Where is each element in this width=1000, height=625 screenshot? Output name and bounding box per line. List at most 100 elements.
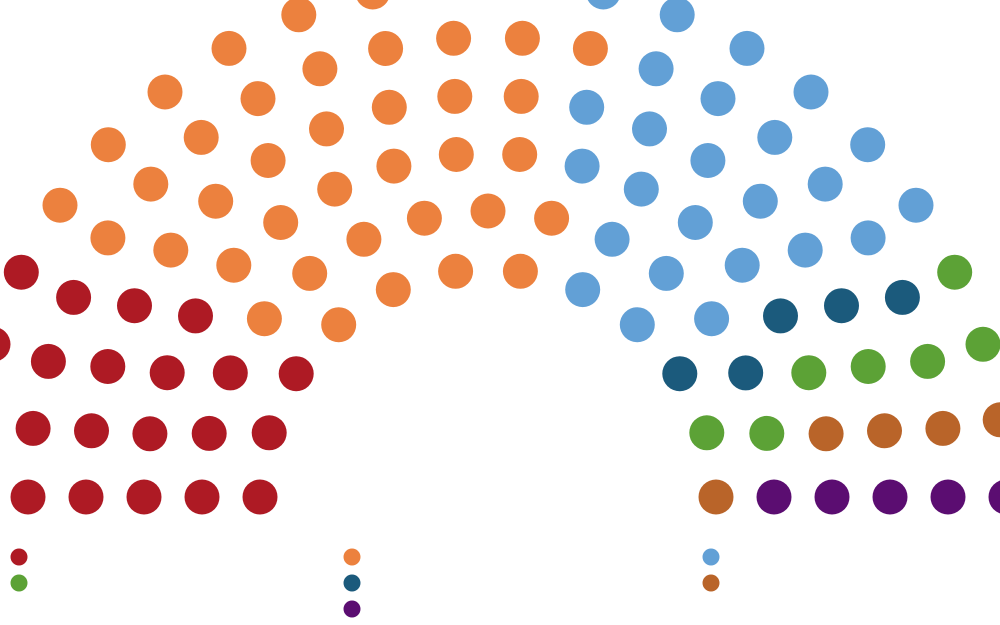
seat-party-1 xyxy=(3,254,39,290)
seat-party-2 xyxy=(502,253,538,289)
seat-party-2 xyxy=(436,20,472,56)
legend-marker-party-4 xyxy=(343,574,361,592)
seat-party-2 xyxy=(292,255,328,291)
seat-party-2 xyxy=(438,253,474,289)
seat-party-4 xyxy=(763,298,798,334)
seat-party-3 xyxy=(638,51,674,87)
legend-marker-party-6 xyxy=(702,574,720,592)
seat-party-6 xyxy=(925,410,961,446)
seat-party-1 xyxy=(15,410,51,446)
seat-party-6 xyxy=(698,479,734,515)
seat-party-3 xyxy=(700,81,736,117)
seat-party-2 xyxy=(250,143,286,178)
seat-party-3 xyxy=(724,247,760,283)
seat-party-6 xyxy=(982,402,1000,438)
seat-party-3 xyxy=(677,205,713,240)
seat-party-1 xyxy=(251,415,287,451)
seat-party-3 xyxy=(648,255,684,291)
seat-party-3 xyxy=(569,89,605,125)
seat-party-2 xyxy=(572,31,608,66)
seat-party-2 xyxy=(376,148,412,184)
seat-party-5 xyxy=(689,415,725,451)
seat-party-2 xyxy=(321,307,357,343)
seat-party-1 xyxy=(126,479,162,515)
seat-party-2 xyxy=(133,166,169,202)
seat-party-2 xyxy=(90,127,126,163)
seat-party-3 xyxy=(729,30,765,66)
seat-party-5 xyxy=(910,343,946,379)
seat-party-2 xyxy=(375,272,411,308)
seat-party-2 xyxy=(371,89,407,125)
seat-party-1 xyxy=(74,413,109,449)
seat-party-2 xyxy=(302,51,338,87)
legend-marker-party-3 xyxy=(702,548,720,566)
seat-party-1 xyxy=(191,415,227,451)
seat-party-1 xyxy=(184,479,220,515)
seat-party-1 xyxy=(56,279,92,315)
seat-party-1 xyxy=(68,479,104,515)
seat-party-2 xyxy=(504,20,540,56)
seat-party-2 xyxy=(211,30,247,66)
seat-party-2 xyxy=(346,221,382,257)
seat-party-3 xyxy=(594,221,630,257)
seat-party-4 xyxy=(662,356,698,392)
seat-party-4 xyxy=(824,288,859,324)
seat-party-1 xyxy=(117,288,152,324)
seat-party-5 xyxy=(749,415,785,451)
seat-party-5 xyxy=(937,254,973,290)
seat-party-2 xyxy=(246,301,282,337)
seat-party-2 xyxy=(183,119,219,155)
seat-party-3 xyxy=(850,220,886,256)
seat-party-2 xyxy=(534,200,570,236)
seat-party-1 xyxy=(0,328,11,361)
seat-party-6 xyxy=(867,413,902,449)
seat-party-3 xyxy=(787,232,823,268)
seat-party-3 xyxy=(742,183,778,219)
seat-party-2 xyxy=(357,0,389,10)
seat-party-4 xyxy=(884,279,920,315)
seat-party-3 xyxy=(659,0,695,33)
seat-party-2 xyxy=(438,137,474,172)
seat-party-1 xyxy=(242,479,278,515)
seat-party-2 xyxy=(470,193,506,229)
seat-party-1 xyxy=(30,343,66,379)
seat-party-1 xyxy=(178,298,213,334)
seat-party-3 xyxy=(623,171,659,207)
legend xyxy=(10,548,720,618)
seat-party-3 xyxy=(587,0,619,10)
seat-party-2 xyxy=(502,137,538,172)
seat-party-3 xyxy=(632,111,667,147)
seat-party-2 xyxy=(216,247,252,283)
seat-party-2 xyxy=(42,187,78,223)
legend-marker-party-7 xyxy=(343,600,361,618)
seat-party-2 xyxy=(309,111,344,147)
seat-party-2 xyxy=(406,200,442,236)
seat-party-3 xyxy=(850,127,886,163)
seat-group xyxy=(0,0,1000,515)
seat-party-1 xyxy=(132,416,168,452)
seat-party-2 xyxy=(503,78,539,114)
seat-party-3 xyxy=(694,301,730,337)
seat-party-2 xyxy=(147,74,183,110)
seat-party-2 xyxy=(198,183,234,219)
seat-party-3 xyxy=(757,119,793,155)
seat-party-5 xyxy=(850,349,886,384)
seat-party-5 xyxy=(791,355,827,391)
seat-party-6 xyxy=(808,416,844,452)
seat-party-2 xyxy=(153,232,189,268)
seat-party-1 xyxy=(212,355,248,391)
seat-party-3 xyxy=(690,143,726,178)
seat-party-3 xyxy=(564,148,600,184)
seat-party-5 xyxy=(965,326,1000,362)
seat-party-2 xyxy=(317,171,353,207)
seat-party-1 xyxy=(10,479,46,515)
seat-party-3 xyxy=(898,187,934,223)
seat-party-7 xyxy=(872,479,908,515)
legend-marker-party-5 xyxy=(10,574,28,592)
seat-party-1 xyxy=(278,356,314,392)
seat-party-2 xyxy=(281,0,317,33)
seat-party-2 xyxy=(263,205,299,240)
seat-party-2 xyxy=(437,78,473,114)
seat-party-1 xyxy=(149,355,185,391)
